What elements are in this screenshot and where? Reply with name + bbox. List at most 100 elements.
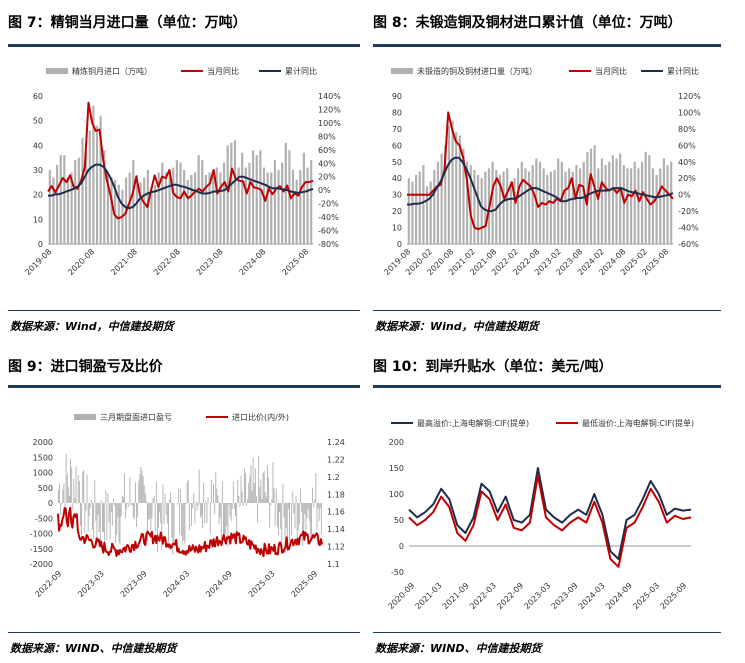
y2-tick-label: 40% <box>318 159 336 168</box>
source-rule-4 <box>373 632 721 633</box>
profit-bar-76 <box>141 470 143 503</box>
import-bar-59 <box>262 167 266 244</box>
profit-bar-179 <box>254 468 256 503</box>
profit-bar-129 <box>199 503 201 518</box>
max-premium-line <box>408 467 692 560</box>
import-bar-10 <box>85 152 88 244</box>
import-bar-12 <box>92 105 95 244</box>
import-bar-1 <box>52 177 55 244</box>
profit-bar-0 <box>58 489 59 503</box>
import-bar-6 <box>70 172 73 244</box>
import-bar-18 <box>114 179 117 244</box>
import-bar-55 <box>608 161 611 244</box>
profit-bar-72 <box>137 503 139 517</box>
profit-bar-233 <box>314 499 316 503</box>
legend-label-0: 最高溢价:上海电解铜:CIF(提单) <box>417 418 529 428</box>
profit-bar-114 <box>183 503 185 541</box>
import-bar-33 <box>527 171 531 244</box>
import-bar-43 <box>564 171 567 244</box>
y2-tick-label: -20% <box>318 200 339 209</box>
profit-bar-110 <box>179 503 180 535</box>
y-tick-label: 60 <box>392 141 402 150</box>
panel-title-3: 图 9：进口铜盈亏及比价 <box>8 359 163 375</box>
profit-bar-157 <box>230 503 232 521</box>
profit-bar-158 <box>231 503 233 509</box>
y2-tick-label: -40% <box>678 224 699 233</box>
profit-bar-194 <box>271 499 273 503</box>
y2-tick-label: 1.14 <box>327 525 345 534</box>
import-bar-63 <box>277 170 280 244</box>
profit-bar-28 <box>88 503 90 517</box>
x-tick-label: 2021-03 <box>414 581 444 611</box>
profit-bar-21 <box>81 503 82 536</box>
profit-bar-10 <box>69 495 70 503</box>
profit-bar-181 <box>257 503 258 523</box>
import-bar-14 <box>458 135 461 244</box>
profit-bar-117 <box>186 481 188 503</box>
profit-bar-138 <box>209 503 211 534</box>
y2-tick-label: 60% <box>318 146 336 155</box>
chart-refined-copper-monthly-import: 精炼铜月进口（万吨） 当月同比 累计同比 0 10 20 30 40 50 60 -80% -60% -… <box>23 66 341 277</box>
profit-bar-235 <box>316 503 318 531</box>
legend-label-1: 最低溢价:上海电解铜:CIF(提单) <box>582 418 694 428</box>
import-bar-70 <box>662 158 665 244</box>
profit-bar-167 <box>241 491 243 503</box>
import-bar-36 <box>179 162 182 244</box>
profit-bar-144 <box>216 488 218 503</box>
import-bar-46 <box>575 165 578 244</box>
import-bar-31 <box>161 162 164 244</box>
y2-tick-label: 120% <box>678 92 701 101</box>
y2-tick-label: 1.16 <box>327 508 345 517</box>
profit-bar-18 <box>77 475 79 503</box>
y2-tick-label: 20% <box>678 174 696 183</box>
import-bar-71 <box>306 167 309 244</box>
y2-tick-label: 1.12 <box>327 543 345 552</box>
import-bar-13 <box>95 125 99 244</box>
import-bar-33 <box>168 174 171 244</box>
x-tick-label: 2020-09 <box>386 581 416 611</box>
import-bar-27 <box>506 168 509 244</box>
x-tick-label: 2025-09 <box>289 569 319 599</box>
profit-bar-83 <box>149 503 151 519</box>
title-rule-2 <box>373 44 721 47</box>
monthly-yoy-line <box>47 101 314 220</box>
profit-bar-231 <box>312 487 313 503</box>
profit-bar-105 <box>173 503 175 545</box>
profit-bar-149 <box>221 481 223 503</box>
import-bar-30 <box>517 168 520 244</box>
profit-bar-130 <box>201 503 202 516</box>
profit-bar-172 <box>247 498 249 503</box>
import-bar-68 <box>655 174 658 244</box>
profit-bar-230 <box>311 503 312 539</box>
import-bar-35 <box>175 160 178 244</box>
import-bar-24 <box>135 174 139 244</box>
y-tick-label: 0 <box>397 240 402 249</box>
profit-bar-123 <box>193 492 195 503</box>
import-bar-61 <box>630 168 633 244</box>
import-bar-29 <box>154 184 157 244</box>
y2-tick-label: 1.1 <box>327 560 340 569</box>
profit-bar-121 <box>191 503 192 527</box>
profit-bar-15 <box>74 498 76 503</box>
profit-bar-180 <box>256 496 257 503</box>
profit-bar-119 <box>188 503 190 531</box>
y-tick-label: -1000 <box>30 530 53 539</box>
profit-bar-78 <box>143 485 145 503</box>
x-tick-label: 2021-08 <box>109 247 139 277</box>
profit-bar-91 <box>158 503 159 528</box>
y2-tick-label: 1.24 <box>327 438 345 447</box>
import-bar-5 <box>425 186 429 244</box>
profit-bar-182 <box>258 456 260 503</box>
ratio-line <box>57 506 323 558</box>
import-bar-17 <box>110 177 113 244</box>
import-bar-41 <box>557 158 560 244</box>
y2-tick-label: -40% <box>318 213 339 222</box>
profit-bar-239 <box>320 503 322 535</box>
profit-bar-236 <box>317 503 319 509</box>
x-tick-label: 2024-03 <box>577 581 607 611</box>
profit-bar-171 <box>246 503 247 507</box>
import-bar-60 <box>266 172 269 244</box>
import-bar-5 <box>66 177 70 244</box>
profit-bar-43 <box>105 490 107 503</box>
y-tick-label: 100 <box>389 490 404 499</box>
